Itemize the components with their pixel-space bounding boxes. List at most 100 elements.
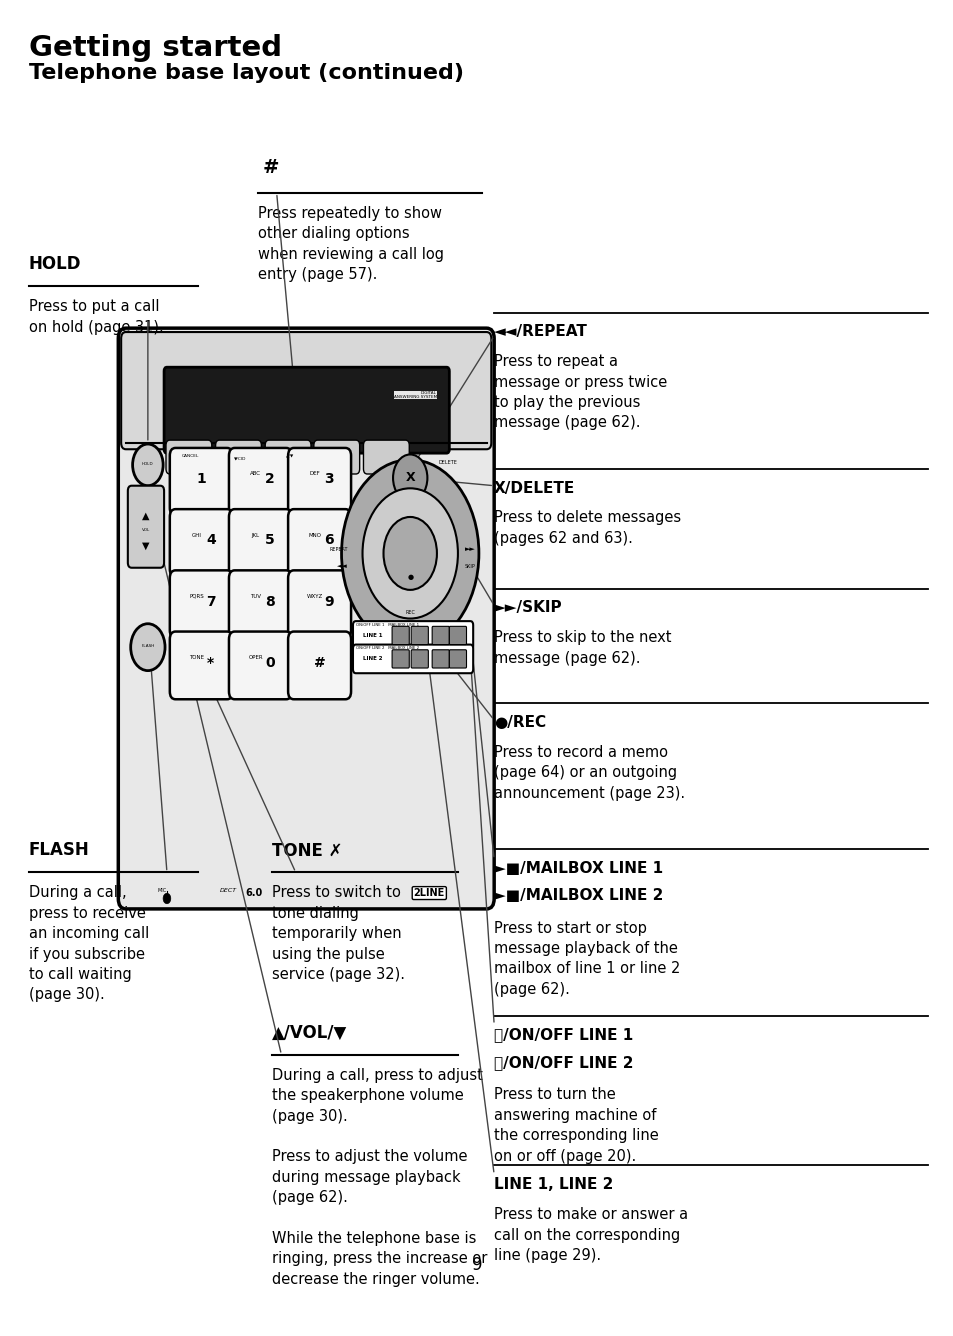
Text: Press to record a memo
(page 64) or an outgoing
announcement (page 23).: Press to record a memo (page 64) or an o… [494,745,684,800]
Text: 7: 7 [206,595,215,609]
Text: Press repeatedly to show
other dialing options
when reviewing a call log
entry (: Press repeatedly to show other dialing o… [257,206,443,282]
FancyBboxPatch shape [229,632,292,699]
FancyBboxPatch shape [288,509,351,577]
Text: ▲/▼: ▲/▼ [286,454,294,458]
Text: 9: 9 [471,1256,482,1273]
Text: GHI: GHI [192,533,201,537]
FancyBboxPatch shape [392,627,409,644]
Text: During a call, press to adjust
the speakerphone volume
(page 30).

Press to adju: During a call, press to adjust the speak… [272,1067,487,1287]
Text: LINE 2: LINE 2 [362,656,381,661]
Text: 1: 1 [196,472,206,486]
Text: 4: 4 [206,533,215,548]
Text: WXYZ: WXYZ [306,595,323,599]
Text: Press to skip to the next
message (page 62).: Press to skip to the next message (page … [494,631,671,665]
Text: DECT: DECT [219,888,236,892]
FancyBboxPatch shape [170,632,233,699]
Text: HOLD: HOLD [142,461,153,465]
FancyBboxPatch shape [353,621,473,649]
FancyBboxPatch shape [128,486,164,568]
Text: FLASH: FLASH [29,842,90,859]
Text: ON/OFF LINE 2   MAILBOX LINE 2: ON/OFF LINE 2 MAILBOX LINE 2 [355,647,418,651]
Circle shape [131,624,165,671]
Text: 2LINE: 2LINE [414,888,444,898]
FancyBboxPatch shape [229,448,292,516]
Text: ►■/MAILBOX LINE 2: ►■/MAILBOX LINE 2 [494,888,663,903]
Text: OPER: OPER [248,655,263,660]
FancyBboxPatch shape [288,448,351,516]
FancyBboxPatch shape [449,627,466,644]
FancyBboxPatch shape [411,649,428,668]
FancyBboxPatch shape [288,632,351,699]
Text: ▲: ▲ [142,510,150,521]
Text: Press to delete messages
(pages 62 and 63).: Press to delete messages (pages 62 and 6… [494,510,680,546]
Text: ●: ● [407,574,413,580]
Text: JKL: JKL [252,533,259,537]
Text: 0: 0 [265,656,274,669]
FancyBboxPatch shape [432,627,449,644]
FancyBboxPatch shape [229,570,292,639]
FancyBboxPatch shape [118,329,494,908]
Text: ▲/VOL/▼: ▲/VOL/▼ [272,1023,347,1042]
Circle shape [393,454,427,501]
Circle shape [362,489,457,619]
FancyBboxPatch shape [215,440,261,474]
Text: 9: 9 [324,595,334,609]
Text: X: X [405,472,415,485]
Text: DEF: DEF [309,472,320,477]
Text: SKIP: SKIP [464,564,475,569]
Text: Press to make or answer a
call on the corresponding
line (page 29).: Press to make or answer a call on the co… [494,1208,687,1263]
Text: 8: 8 [265,595,274,609]
Text: TONE: TONE [189,655,204,660]
Text: Press to turn the
answering machine of
the corresponding line
on or off (page 20: Press to turn the answering machine of t… [494,1088,659,1164]
Text: #: # [314,656,325,669]
Text: LINE 1: LINE 1 [362,633,381,639]
Text: 6.0: 6.0 [245,888,262,898]
Text: ◄◄: ◄◄ [337,564,348,569]
Text: TUV: TUV [250,595,261,599]
Text: Press to repeat a
message or press twice
to play the previous
message (page 62).: Press to repeat a message or press twice… [494,354,667,430]
FancyBboxPatch shape [288,570,351,639]
Text: ON/OFF LINE 1   MAILBOX LINE 1: ON/OFF LINE 1 MAILBOX LINE 1 [355,623,418,627]
Text: Press to put a call
on hold (page 31).: Press to put a call on hold (page 31). [29,299,163,335]
Text: REPEAT: REPEAT [330,546,348,552]
FancyBboxPatch shape [353,644,473,673]
Text: X/DELETE: X/DELETE [494,481,575,496]
Text: ●/REC: ●/REC [494,715,546,729]
Text: HOLD: HOLD [29,255,81,274]
Text: Press to start or stop
message playback of the
mailbox of line 1 or line 2
(page: Press to start or stop message playback … [494,921,679,997]
FancyBboxPatch shape [392,649,409,668]
Text: Telephone base layout (continued): Telephone base layout (continued) [29,63,463,83]
Text: FLASH: FLASH [141,644,154,648]
FancyBboxPatch shape [363,440,409,474]
Text: ABC: ABC [250,472,261,477]
FancyBboxPatch shape [170,570,233,639]
Text: ►►/SKIP: ►►/SKIP [494,600,562,616]
Text: ▼: ▼ [142,541,150,550]
Text: 2: 2 [265,472,274,486]
Circle shape [383,517,436,591]
Text: 5: 5 [265,533,274,548]
FancyBboxPatch shape [265,440,311,474]
FancyBboxPatch shape [314,440,359,474]
FancyBboxPatch shape [432,649,449,668]
FancyBboxPatch shape [170,509,233,577]
Text: MNO: MNO [308,533,321,537]
Circle shape [132,444,163,486]
FancyBboxPatch shape [170,448,233,516]
Text: #: # [262,158,278,178]
Text: VOL: VOL [142,528,150,532]
Text: DIGITAL
ANSWERING SYSTEM: DIGITAL ANSWERING SYSTEM [394,390,436,399]
Text: Getting started: Getting started [29,33,281,61]
FancyBboxPatch shape [121,333,491,449]
FancyBboxPatch shape [164,367,449,453]
Text: ►■/MAILBOX LINE 1: ►■/MAILBOX LINE 1 [494,860,662,875]
FancyBboxPatch shape [411,627,428,644]
Text: Press to switch to
tone dialing
temporarily when
using the pulse
service (page 3: Press to switch to tone dialing temporar… [272,886,404,982]
Text: ◄◄/REPEAT: ◄◄/REPEAT [494,325,587,339]
Circle shape [341,460,478,647]
Text: ⏻/ON/OFF LINE 2: ⏻/ON/OFF LINE 2 [494,1054,633,1070]
Text: ▼/CID: ▼/CID [234,457,246,461]
Text: MIC: MIC [157,888,167,892]
Text: CANCEL: CANCEL [182,454,199,458]
Text: 6: 6 [324,533,334,548]
